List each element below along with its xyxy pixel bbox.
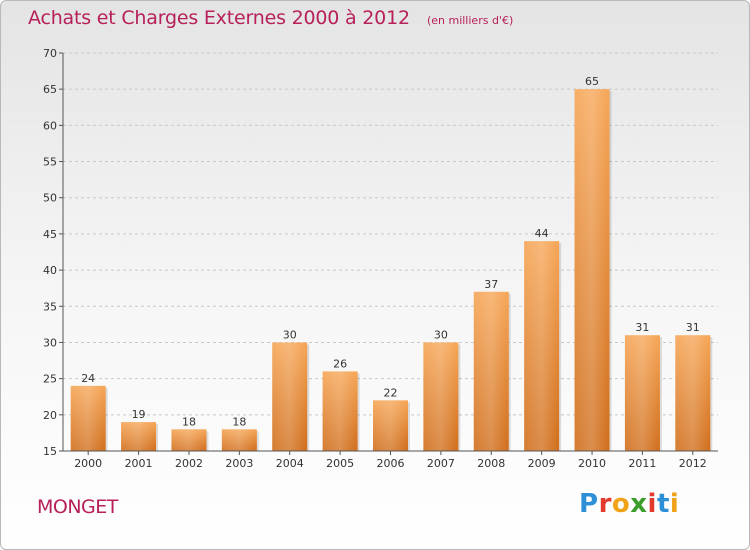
- x-tick-label-2010: 2010: [578, 457, 606, 470]
- y-tick-label: 15: [43, 445, 57, 458]
- proxiti-logo[interactable]: Proxiti: [579, 489, 679, 519]
- bar-highlight: [423, 342, 459, 451]
- y-tick-label: 30: [43, 336, 57, 349]
- bar-highlight: [221, 429, 257, 451]
- x-tick-label-2009: 2009: [528, 457, 556, 470]
- y-tick-label: 20: [43, 409, 57, 422]
- commune-name: MONGET: [37, 496, 118, 518]
- bar-highlight: [121, 422, 157, 451]
- y-tick-label: 70: [43, 47, 57, 60]
- x-tick-label-2008: 2008: [477, 457, 505, 470]
- value-label-2002: 18: [182, 415, 196, 428]
- value-label-2005: 26: [333, 357, 347, 370]
- logo-letter: o: [611, 489, 631, 519]
- value-label-2010: 65: [585, 75, 599, 88]
- x-tick-label-2002: 2002: [175, 457, 203, 470]
- x-tick-label-2001: 2001: [125, 457, 153, 470]
- value-label-2012: 31: [686, 321, 700, 334]
- bar-highlight: [171, 429, 207, 451]
- logo-letter: r: [598, 489, 612, 519]
- value-label-2003: 18: [232, 415, 246, 428]
- bar-highlight: [322, 371, 358, 451]
- value-label-2007: 30: [434, 328, 448, 341]
- x-axis: 2000 2001 2002 2003 2004 2005 2006 2007 2008 2009…: [63, 450, 718, 470]
- y-tick-label: 60: [43, 119, 57, 132]
- x-tick-label-2000: 2000: [74, 457, 102, 470]
- y-tick-label: 50: [43, 192, 57, 205]
- logo-letter: t: [656, 489, 670, 519]
- logo-letter: i: [669, 489, 680, 519]
- x-tick-label-2011: 2011: [628, 457, 656, 470]
- logo-letter: i: [647, 489, 657, 519]
- x-tick-label-2003: 2003: [225, 457, 253, 470]
- x-tick-label-2007: 2007: [427, 457, 455, 470]
- value-label-2004: 30: [283, 328, 297, 341]
- y-tick-label: 40: [43, 264, 57, 277]
- value-label-2006: 22: [384, 386, 398, 399]
- bar-highlight: [574, 89, 610, 451]
- value-label-2011: 31: [635, 321, 649, 334]
- x-tick-label-2004: 2004: [276, 457, 304, 470]
- y-tick-label: 55: [43, 156, 57, 169]
- y-tick-label: 45: [43, 228, 57, 241]
- value-label-2008: 37: [484, 278, 498, 291]
- chart-subtitle: (en milliers d'€): [426, 14, 514, 27]
- y-tick-label: 65: [43, 83, 57, 96]
- y-tick-label: 35: [43, 300, 57, 313]
- bar-highlight: [675, 335, 711, 451]
- title-block: Achats et Charges Externes 2000 à 2012 (…: [28, 7, 513, 29]
- x-tick-label-2005: 2005: [326, 457, 354, 470]
- bar-highlight: [624, 335, 660, 451]
- bars-group: 24 19 18 18 30 26 22 30 37 44 65 31 31: [70, 75, 713, 451]
- grid-lines: [63, 52, 718, 416]
- bar-highlight: [70, 385, 106, 451]
- bar-highlight: [373, 400, 408, 451]
- bar-highlight: [272, 342, 308, 451]
- bar-highlight: [473, 291, 509, 451]
- logo-letter: x: [630, 489, 648, 519]
- y-tick-label: 25: [43, 373, 57, 386]
- value-label-2009: 44: [535, 227, 549, 240]
- chart-title: Achats et Charges Externes 2000 à 2012: [28, 7, 410, 29]
- bar-highlight: [524, 241, 560, 451]
- value-label-2001: 19: [132, 408, 146, 421]
- logo-letter: P: [579, 489, 599, 519]
- value-label-2000: 24: [81, 372, 95, 385]
- x-tick-label-2012: 2012: [679, 457, 707, 470]
- x-tick-label-2006: 2006: [377, 457, 405, 470]
- y-axis: 15 20 25 30 35 40 45 50 55 60 65 70: [43, 47, 64, 458]
